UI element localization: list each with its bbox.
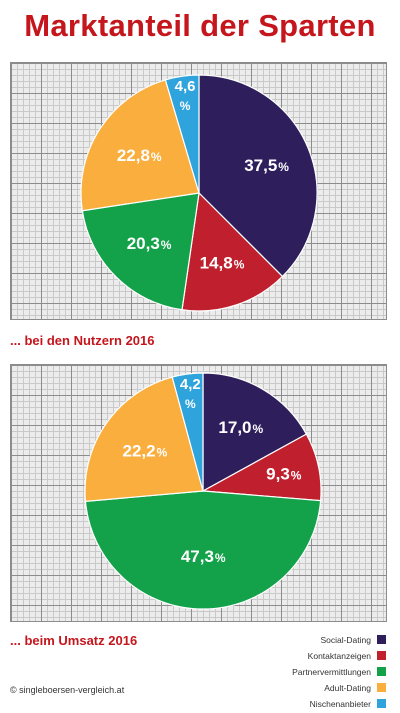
pie-slice-kontaktanzeigen: [181, 191, 284, 312]
slice-label-nischenanbieter: 4,6%: [175, 78, 196, 113]
pie-slice-nischenanbieter: [171, 372, 204, 492]
legend-label: Partnervermittlungen: [292, 666, 371, 677]
pie-slice-adult-dating: [80, 79, 200, 212]
slice-label-adult-dating: 22,8%: [117, 146, 162, 165]
legend-swatch: [377, 635, 386, 644]
slice-label-social-dating: 17,0%: [218, 418, 263, 437]
slice-label-partnervermittlungen: 47,3%: [181, 547, 226, 566]
pie-slice-social-dating: [202, 372, 308, 493]
legend-label: Nischenanbieter: [309, 698, 371, 709]
legend-swatch: [377, 667, 386, 676]
pie-panel-revenue: 17,0% 9,3% 47,3% 22,2% 4,2%: [10, 364, 387, 622]
pie-slice-adult-dating: [84, 376, 204, 503]
legend-item-social-dating: Social-Dating: [292, 633, 386, 646]
legend-swatch: [377, 651, 386, 660]
slice-label-kontaktanzeigen: 14,8%: [200, 253, 245, 272]
pie-slice-nischenanbieter: [164, 74, 200, 194]
slice-label-partnervermittlungen: 20,3%: [127, 234, 172, 253]
caption-users: ... bei den Nutzern 2016: [10, 333, 155, 348]
legend: Social-Dating Kontaktanzeigen Partnerver…: [292, 633, 386, 713]
legend-item-nischenanbieter: Nischenanbieter: [292, 697, 386, 710]
caption-revenue: ... beim Umsatz 2016: [10, 633, 138, 648]
chart-title: Marktanteil der Sparten: [24, 8, 376, 43]
slice-label-kontaktanzeigen: 9,3%: [266, 465, 302, 484]
legend-item-adult-dating: Adult-Dating: [292, 681, 386, 694]
slice-label-social-dating: 37,5%: [244, 156, 289, 175]
legend-swatch: [377, 683, 386, 692]
legend-label: Kontaktanzeigen: [307, 650, 371, 661]
pie-slice-partnervermittlungen: [84, 490, 322, 610]
pie-chart-users: 37,5% 14,8% 20,3% 22,8% 4,6%: [80, 74, 318, 312]
slice-label-nischenanbieter: 4,2%: [180, 376, 201, 411]
legend-label: Social-Dating: [320, 634, 371, 645]
pie-chart-revenue: 17,0% 9,3% 47,3% 22,2% 4,2%: [84, 372, 322, 610]
legend-swatch: [377, 699, 386, 708]
legend-label: Adult-Dating: [324, 682, 371, 693]
slice-label-adult-dating: 22,2%: [123, 442, 168, 461]
pie-slice-partnervermittlungen: [81, 192, 200, 311]
pie-slice-social-dating: [198, 74, 318, 278]
copyright-text: © singleboersen-vergleich.at: [10, 685, 125, 695]
legend-item-kontaktanzeigen: Kontaktanzeigen: [292, 649, 386, 662]
pie-panel-users: 37,5% 14,8% 20,3% 22,8% 4,6%: [10, 62, 387, 320]
legend-item-partnervermittlungen: Partnervermittlungen: [292, 665, 386, 678]
